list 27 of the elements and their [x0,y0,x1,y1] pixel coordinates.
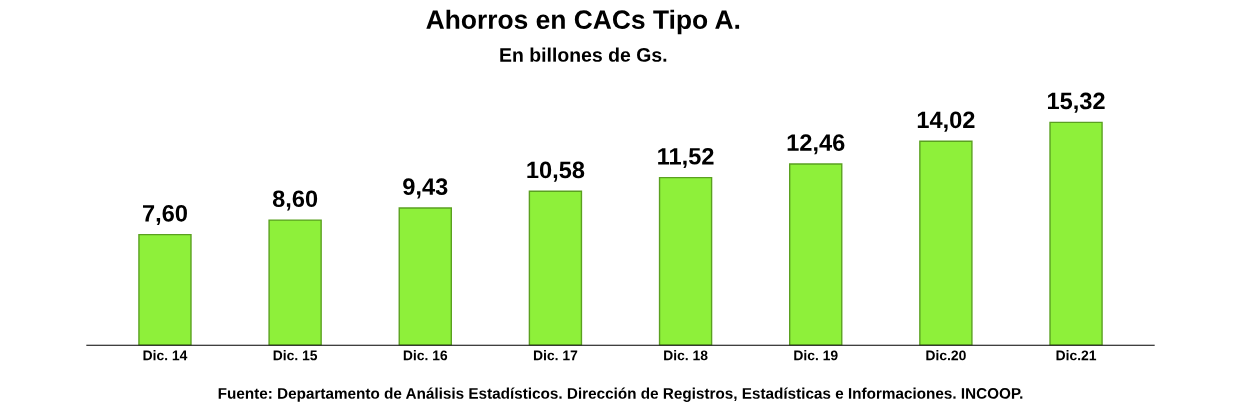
bar [919,140,973,346]
x-tick-label: Dic. 17 [533,350,578,361]
data-label: 15,32 [1047,92,1105,113]
bar [398,207,452,346]
bar [658,176,713,346]
source-note: Fuente: Departamento de Análisis Estadísticos. Dirección de Registros, Estadísticas e Informaciones. INCOOP. [218,387,1023,402]
bar [528,190,583,346]
data-label: 9,43 [403,178,448,199]
x-tick-label: Dic. 16 [403,350,448,361]
x-tick-label: Dic.21 [1056,350,1097,361]
bar [268,219,322,346]
data-label: 11,52 [658,147,714,169]
bar [138,233,192,346]
data-label: 12,46 [787,134,845,155]
x-tick-label: Dic. 15 [273,350,318,361]
chart-title: Ahorros en CACs Tipo A. [426,9,740,35]
data-label: 14,02 [917,111,975,132]
data-label: 10,58 [527,161,585,182]
chart-subtitle: En billones de Gs. [500,47,667,62]
x-tick-label: Dic.20 [926,350,966,361]
x-tick-label: Dic. 19 [794,350,838,361]
data-label: 7,60 [143,204,187,226]
bar [1049,121,1103,346]
x-tick-label: Dic. 18 [664,350,708,361]
x-tick-label: Dic. 14 [143,350,188,361]
bar [789,163,843,346]
data-label: 8,60 [272,190,318,211]
